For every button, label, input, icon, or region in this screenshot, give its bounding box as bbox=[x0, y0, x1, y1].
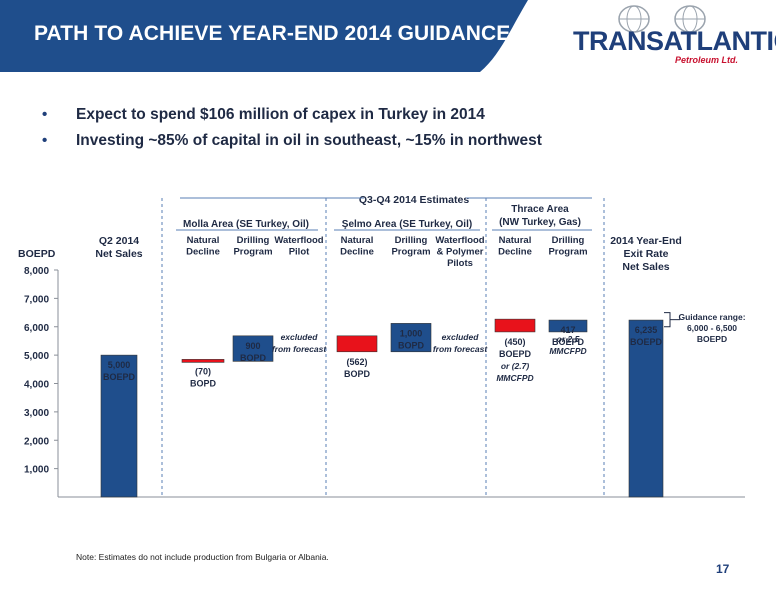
waterfall-bar bbox=[390, 323, 432, 353]
globe-icon bbox=[618, 5, 650, 33]
page-title: PATH TO ACHIEVE YEAR-END 2014 GUIDANCE bbox=[34, 22, 511, 45]
excluded-note: from forecast bbox=[272, 344, 327, 354]
excluded-note: from forecast bbox=[433, 344, 488, 354]
bullet-text: Investing ~85% of capital in oil in sout… bbox=[76, 132, 542, 149]
waterfall-bar bbox=[548, 319, 588, 333]
waterfall-bar bbox=[628, 319, 664, 498]
y-tick-label: 5,000 bbox=[24, 351, 49, 362]
column-label: Natural bbox=[499, 235, 532, 246]
column-label: Waterflood bbox=[435, 235, 484, 246]
footnote: Note: Estimates do not include productio… bbox=[76, 552, 329, 562]
y-tick-label: 7,000 bbox=[24, 294, 49, 305]
group-label-thrace: Thrace Area bbox=[511, 204, 569, 215]
column-label: Decline bbox=[498, 247, 532, 258]
guidance-label: BOEPD bbox=[697, 334, 727, 344]
guidance-label: 6,000 - 6,500 bbox=[687, 323, 737, 333]
excluded-note: excluded bbox=[281, 332, 319, 342]
bullet-dot-icon: • bbox=[42, 132, 48, 149]
column-label: Waterflood bbox=[274, 235, 323, 246]
column-label: Natural bbox=[187, 235, 220, 246]
column-label: Pilot bbox=[289, 247, 310, 258]
data-label: 1,000 bbox=[400, 328, 423, 338]
waterfall-bar bbox=[336, 335, 378, 353]
alt-data-label: MMCFPD bbox=[549, 346, 586, 356]
data-label: BOEPD bbox=[552, 337, 585, 347]
excluded-note: excluded bbox=[442, 332, 480, 342]
data-label: BOPD bbox=[190, 378, 217, 388]
column-label: Net Sales bbox=[622, 261, 669, 273]
y-tick-label: 2,000 bbox=[24, 436, 49, 447]
waterfall-bar bbox=[232, 335, 274, 362]
data-label: (70) bbox=[195, 366, 211, 376]
company-logo: TRANSATLANTIC Petroleum Ltd. bbox=[565, 4, 776, 70]
data-label: BOEPD bbox=[103, 372, 136, 382]
waterfall-bar bbox=[181, 359, 225, 363]
y-tick-label: 6,000 bbox=[24, 323, 49, 334]
page-number: 17 bbox=[716, 562, 730, 576]
column-label: Q2 2014 bbox=[99, 235, 139, 247]
waterfall-bar bbox=[494, 318, 536, 333]
guidance-bracket bbox=[664, 312, 671, 328]
data-label: 6,235 bbox=[635, 325, 658, 335]
group-label-thrace: (NW Turkey, Gas) bbox=[499, 217, 581, 228]
column-label: Exit Rate bbox=[624, 248, 669, 260]
data-label: BOEPD bbox=[499, 349, 532, 359]
y-tick-label: 1,000 bbox=[24, 465, 49, 476]
guidance-label: Guidance range: bbox=[678, 312, 745, 322]
column-label: Program bbox=[391, 247, 430, 258]
data-label: BOPD bbox=[398, 340, 425, 350]
y-tick-label: 3,000 bbox=[24, 408, 49, 419]
group-label-selmo: Şelmo Area (SE Turkey, Oil) bbox=[342, 219, 472, 230]
logo-subtext: Petroleum Ltd. bbox=[675, 55, 739, 65]
bullet-text: Expect to spend $106 million of capex in… bbox=[76, 106, 485, 123]
column-label: Drilling bbox=[395, 235, 428, 246]
globe-icon-2 bbox=[674, 5, 706, 33]
column-label: Drilling bbox=[237, 235, 270, 246]
data-label: 900 bbox=[245, 341, 260, 351]
column-label: Program bbox=[548, 247, 587, 258]
title-banner-shape bbox=[0, 0, 528, 72]
data-label: BOPD bbox=[344, 369, 371, 379]
y-axis-label: BOEPD bbox=[18, 248, 56, 260]
alt-data-label: or (2.7) bbox=[501, 361, 530, 371]
data-label: (450) bbox=[504, 337, 525, 347]
title-banner bbox=[0, 0, 528, 72]
column-label: Pilots bbox=[447, 258, 473, 269]
estimates-title: Q3-Q4 2014 Estimates bbox=[359, 194, 469, 206]
column-label: Decline bbox=[340, 247, 374, 258]
data-label: 5,000 bbox=[108, 360, 131, 370]
data-label: BOEPD bbox=[630, 337, 663, 347]
waterfall-bar bbox=[100, 354, 138, 498]
column-label: Drilling bbox=[552, 235, 585, 246]
alt-data-label: or 2.5 bbox=[557, 334, 580, 344]
column-label: Decline bbox=[186, 247, 220, 258]
group-label-molla: Molla Area (SE Turkey, Oil) bbox=[183, 219, 309, 230]
data-label: BOPD bbox=[240, 353, 267, 363]
logo-text: TRANSATLANTIC bbox=[573, 26, 776, 56]
column-label: & Polymer bbox=[437, 247, 484, 258]
data-label: (562) bbox=[346, 357, 367, 367]
column-label: Net Sales bbox=[95, 248, 142, 260]
y-tick-label: 8,000 bbox=[24, 266, 49, 277]
y-tick-label: 4,000 bbox=[24, 380, 49, 391]
column-label: 2014 Year-End bbox=[610, 235, 682, 247]
column-label: Program bbox=[233, 247, 272, 258]
bullet-dot-icon: • bbox=[42, 106, 48, 123]
data-label: 417 bbox=[560, 325, 575, 335]
alt-data-label: MMCFPD bbox=[496, 373, 533, 383]
column-label: Natural bbox=[341, 235, 374, 246]
